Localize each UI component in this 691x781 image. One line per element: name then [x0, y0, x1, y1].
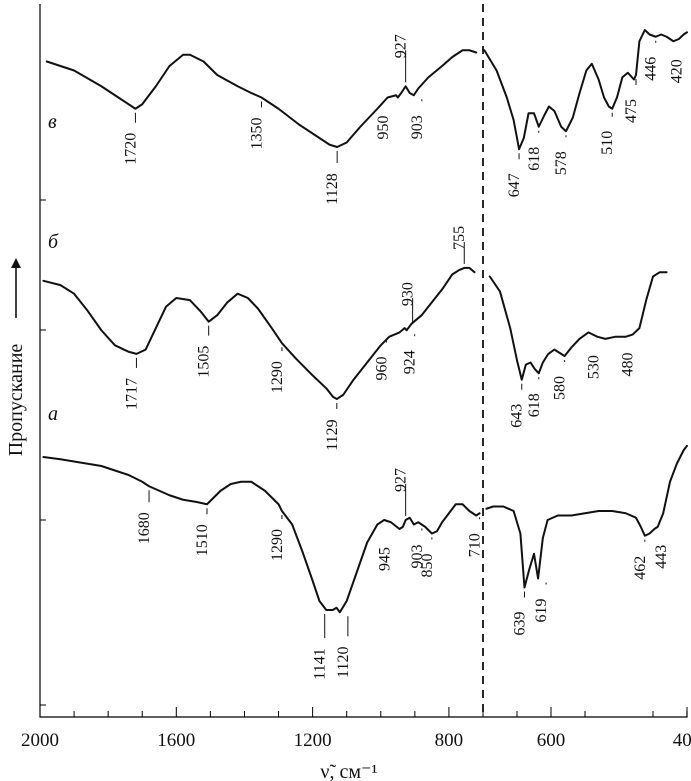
series-name-label: в — [48, 111, 57, 133]
spectrum-1-segment-0 — [42, 266, 476, 401]
peak-label: 1290 — [269, 361, 286, 393]
spectrum-0-segment-1 — [483, 29, 688, 151]
peak-label: 462 — [632, 556, 649, 580]
chart-text: ν̃, см⁻¹ Пропускание — [5, 258, 378, 781]
peak-label: 1290 — [269, 529, 286, 561]
spectrum-2-segment-1 — [485, 444, 688, 589]
peak-label: 960 — [373, 357, 390, 381]
x-tick-label: 1600 — [157, 730, 195, 751]
peak-label: 1720 — [122, 133, 139, 165]
peak-label: 1510 — [194, 524, 211, 556]
peak-label: 647 — [506, 173, 523, 197]
x-tick-label: 400 — [673, 730, 691, 751]
series-name-label: а — [48, 403, 58, 425]
peak-label: 1680 — [136, 512, 153, 544]
peak-label: 924 — [402, 350, 419, 374]
peak-label: 618 — [526, 393, 543, 417]
series-name-label: б — [48, 231, 59, 253]
peak-label: 475 — [623, 99, 640, 123]
peak-label: 446 — [643, 57, 660, 81]
peak-label: 710 — [467, 533, 484, 557]
peak-label: 510 — [599, 131, 616, 155]
x-axis-label: ν̃, см⁻¹ — [320, 761, 377, 781]
peak-label: 1141 — [312, 648, 329, 679]
spectra-curves — [42, 29, 688, 614]
axes: 2000 1600 1200 800 600 400 — [21, 4, 691, 751]
x-tick-label: 800 — [435, 730, 464, 751]
y-axis-arrow — [11, 258, 21, 318]
peak-label: 1350 — [249, 118, 266, 150]
peak-label: 1505 — [196, 346, 213, 378]
peak-label: 1717 — [123, 378, 140, 410]
peak-label: 1128 — [324, 173, 341, 204]
peak-label: 850 — [419, 554, 436, 578]
peak-label: 1129 — [324, 419, 341, 450]
peak-label: 945 — [377, 547, 394, 571]
x-tick-label: 600 — [537, 730, 566, 751]
peak-label: 618 — [526, 147, 543, 171]
peak-label: 1120 — [335, 647, 352, 678]
peak-label: 927 — [393, 34, 410, 58]
peak-label: 950 — [375, 116, 392, 140]
peak-label: 443 — [653, 545, 670, 569]
peak-label: 420 — [668, 59, 685, 83]
x-tick-label: 1200 — [294, 730, 332, 751]
peak-label: 643 — [509, 404, 526, 428]
spectrum-2-segment-0 — [42, 456, 481, 614]
peak-label: 619 — [533, 599, 550, 623]
y-axis-label: Пропускание — [5, 344, 27, 457]
peak-label: 578 — [553, 151, 570, 175]
peak-label: 480 — [620, 353, 637, 377]
peak-label: 927 — [393, 468, 410, 492]
peak-label: 903 — [409, 115, 426, 139]
peak-label: 639 — [511, 612, 528, 636]
peak-label: 530 — [586, 355, 603, 379]
peak-label: 580 — [552, 376, 569, 400]
peak-label: 755 — [451, 226, 468, 250]
x-tick-label: 2000 — [21, 730, 59, 751]
peak-label: 903 — [409, 545, 426, 569]
peak-label: 930 — [400, 282, 417, 306]
spectrum-0-segment-0 — [45, 49, 478, 148]
spectrum-1-segment-1 — [488, 271, 668, 381]
